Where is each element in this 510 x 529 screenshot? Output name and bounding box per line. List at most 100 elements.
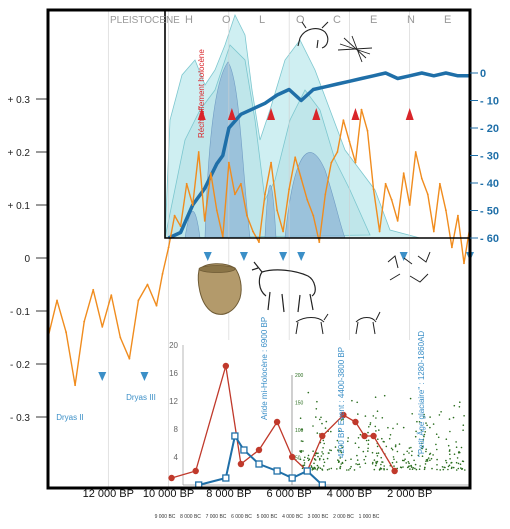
- green-dot: [408, 462, 410, 465]
- right-tick-label: - 30: [480, 151, 499, 163]
- green-dot: [448, 418, 451, 420]
- blue-square-point: [255, 460, 263, 468]
- green-dot: [408, 452, 410, 454]
- blue-arrow-marker-7: [399, 252, 408, 261]
- green-dot: [340, 463, 343, 465]
- period-label-pleistocene: PLEISTOCENE: [110, 15, 180, 26]
- orange-series-point: [240, 182, 242, 185]
- inset-y-tick-label: 20: [169, 341, 178, 350]
- blue-arrow-marker-5: [279, 252, 288, 261]
- right-tick-label: - 50: [480, 206, 499, 218]
- green-dot: [462, 460, 465, 463]
- green-dot: [341, 462, 344, 465]
- blue-bump-3: [264, 184, 277, 239]
- green-dot: [319, 418, 321, 421]
- green-dot: [300, 440, 303, 442]
- orange-series-point: [306, 198, 309, 201]
- orange-series-point: [191, 204, 194, 206]
- green-dot: [315, 452, 318, 455]
- green-dot: [373, 459, 376, 461]
- green-dot: [354, 442, 357, 445]
- green-dot: [416, 420, 418, 423]
- period-label-letter: O: [296, 14, 305, 26]
- red-peak-marker-5: [351, 108, 360, 120]
- green-dot: [387, 426, 389, 429]
- left-tick-label: + 0.3: [7, 95, 30, 106]
- green-dot: [330, 449, 333, 452]
- green-dot: [456, 457, 459, 459]
- orange-series-point: [101, 326, 104, 328]
- green-dot: [383, 468, 385, 471]
- green-dot: [394, 445, 397, 448]
- orange-series-point: [233, 193, 236, 196]
- green-dot: [308, 458, 311, 461]
- red-circle-point: [168, 474, 175, 482]
- green-dot: [436, 464, 438, 466]
- orange-series-point: [396, 220, 399, 222]
- green-dot: [359, 433, 362, 436]
- blue-square-point: [288, 474, 296, 482]
- green-dot: [409, 468, 411, 470]
- green-dot: [348, 469, 350, 471]
- green-dot: [350, 465, 352, 468]
- period-label-letter: H: [185, 14, 193, 26]
- green-dot: [322, 439, 325, 442]
- green-dot: [372, 415, 375, 417]
- green-dot: [303, 462, 306, 464]
- green-dot: [312, 425, 314, 427]
- rock-art-sketch: [387, 251, 431, 283]
- green-dot: [357, 437, 360, 439]
- green-dot: [346, 469, 348, 471]
- green-dot: [405, 462, 408, 464]
- green-dot: [450, 461, 453, 464]
- bc-tick-label: 3 000 BC: [308, 514, 329, 520]
- green-dot: [314, 468, 317, 470]
- left-tick-label: - 0.2: [10, 360, 30, 371]
- green-dot: [356, 454, 358, 457]
- red-circle-point: [319, 432, 326, 440]
- green-dot: [320, 455, 323, 457]
- green-dot: [353, 469, 356, 471]
- bc-tick-label: 2 000 BC: [333, 514, 354, 520]
- green-dot: [449, 458, 451, 460]
- green-dot: [374, 464, 377, 467]
- animal-sketch-2: [355, 311, 381, 335]
- green-dot: [316, 464, 319, 467]
- orange-series-point: [444, 209, 447, 212]
- green-dot: [310, 466, 313, 468]
- green-dot: [410, 464, 413, 467]
- green-dot: [329, 449, 331, 451]
- green-dot: [452, 416, 455, 419]
- green-dot: [376, 455, 379, 457]
- x-tick-label: 10 000 BP: [143, 488, 194, 500]
- green-dot: [462, 429, 464, 432]
- green-dot: [364, 415, 367, 417]
- green-dot: [376, 410, 379, 413]
- crossed-lines-icon: [337, 35, 373, 63]
- orange-series-point: [378, 230, 381, 233]
- orange-series-point: [209, 172, 212, 175]
- orange-series-point: [83, 320, 86, 323]
- green-dot: [460, 446, 463, 449]
- green-dot: [307, 459, 310, 462]
- green-dot: [426, 424, 428, 427]
- orange-series-point: [110, 294, 113, 296]
- green-dot: [320, 416, 322, 419]
- green-dot: [424, 463, 427, 465]
- x-tick-label: 4 000 BP: [327, 488, 372, 500]
- orange-series-point: [432, 230, 435, 233]
- period-label-letter: E: [444, 14, 451, 26]
- cattle-sketch: [251, 261, 316, 313]
- green-dot: [313, 462, 315, 465]
- green-dot: [375, 430, 377, 432]
- orange-series-point: [161, 273, 164, 275]
- green-dot: [445, 461, 448, 464]
- green-dot: [411, 450, 413, 453]
- bc-tick-label: 6 000 BC: [231, 514, 252, 520]
- green-dot: [359, 466, 361, 468]
- orange-series-point: [318, 241, 321, 244]
- inset-y-tick-label: 8: [174, 425, 179, 434]
- green-dot: [351, 399, 353, 402]
- green-dot: [322, 453, 324, 455]
- green-dot: [407, 461, 410, 463]
